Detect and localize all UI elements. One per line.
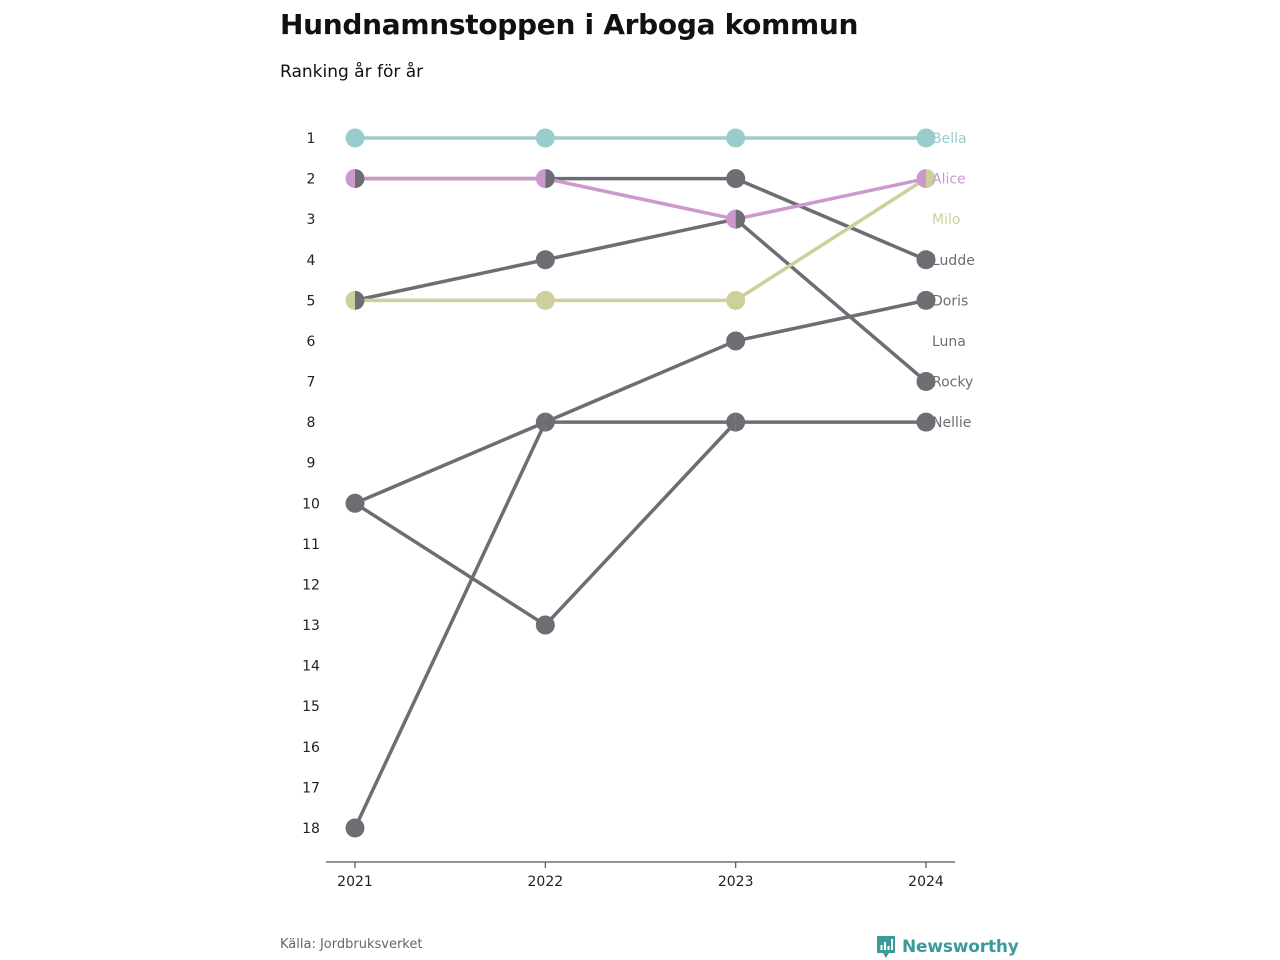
series-line-alice <box>353 176 928 221</box>
y-tick-label-2: 2 <box>307 172 316 188</box>
y-tick-label-1: 1 <box>307 131 316 147</box>
point-ludde-2022 <box>545 169 555 189</box>
series-line-nellie <box>353 420 928 830</box>
point-nellie-2021 <box>345 818 365 838</box>
point-luna-2021 <box>355 493 365 513</box>
point-ludde-2024 <box>916 250 936 270</box>
y-tick-label-8: 8 <box>307 415 316 431</box>
point-ludde-2021 <box>355 169 365 189</box>
point-nellie-2022 <box>545 412 555 432</box>
y-tick-label-10: 10 <box>302 496 320 512</box>
point-luna-2022 <box>535 615 555 635</box>
end-label-luna: Luna <box>932 334 966 350</box>
y-tick-label-15: 15 <box>302 699 320 715</box>
point-luna-2023 <box>726 412 736 432</box>
series-lines <box>353 136 928 830</box>
x-tick-label-2024: 2024 <box>908 874 944 890</box>
point-alice-2024 <box>916 169 926 189</box>
end-label-ludde: Ludde <box>932 253 975 269</box>
chart-title: Hundnamnstoppen i Arboga kommun <box>280 8 859 41</box>
y-tick-label-16: 16 <box>302 740 320 756</box>
end-label-rocky: Rocky <box>932 375 973 391</box>
point-milo-2022 <box>535 290 555 310</box>
point-alice-2023 <box>726 209 736 229</box>
point-bella-2022 <box>535 128 555 148</box>
point-doris-2021 <box>345 493 355 513</box>
series-points <box>345 128 936 838</box>
series-line-milo <box>353 176 928 303</box>
y-tick-label-7: 7 <box>307 375 316 391</box>
chart-subtitle: Ranking år för år <box>280 62 424 82</box>
end-label-bella: Bella <box>932 131 967 147</box>
point-nellie-2023 <box>735 412 746 432</box>
x-tick-label-2023: 2023 <box>718 874 754 890</box>
point-milo-2023 <box>726 290 746 310</box>
series-line-luna <box>353 420 738 627</box>
end-label-doris: Doris <box>932 293 968 309</box>
y-tick-label-4: 4 <box>307 253 316 269</box>
point-doris-2022 <box>535 412 546 432</box>
point-nellie-2024 <box>916 412 936 432</box>
point-milo-2021 <box>345 290 355 310</box>
x-tick-label-2022: 2022 <box>528 874 564 890</box>
source-note: Källa: Jordbruksverket <box>280 937 423 952</box>
y-tick-label-6: 6 <box>307 334 316 350</box>
point-ludde-2023 <box>726 169 746 189</box>
brand-name: Newsworthy <box>902 937 1019 957</box>
series-line-doris <box>353 298 928 506</box>
end-label-milo: Milo <box>932 212 960 228</box>
point-doris-2023 <box>726 331 746 351</box>
series-line-ludde <box>353 176 928 262</box>
point-rocky-2023 <box>735 209 746 229</box>
y-tick-label-17: 17 <box>302 780 320 796</box>
y-tick-label-18: 18 <box>302 821 320 837</box>
point-rocky-2021 <box>355 290 365 310</box>
x-tick-label-2021: 2021 <box>337 874 373 890</box>
y-tick-label-3: 3 <box>307 212 316 228</box>
point-alice-2022 <box>535 169 546 189</box>
y-tick-label-14: 14 <box>302 659 320 675</box>
point-bella-2021 <box>345 128 365 148</box>
newsworthy-logo-icon <box>877 936 895 958</box>
point-bella-2023 <box>726 128 746 148</box>
series-line-rocky <box>353 217 928 384</box>
point-milo-2024 <box>926 169 936 189</box>
point-doris-2024 <box>916 290 936 310</box>
point-bella-2024 <box>916 128 936 148</box>
y-tick-label-5: 5 <box>307 293 316 309</box>
end-labels: Bella Alice Milo Ludde Doris Luna Rocky Nellie <box>932 131 975 431</box>
point-rocky-2022 <box>535 250 555 270</box>
end-label-alice: Alice <box>932 172 966 188</box>
x-axis: 2021 2022 2023 2024 <box>326 861 955 890</box>
brand-logo[interactable]: Newsworthy <box>876 934 1019 960</box>
y-tick-label-9: 9 <box>307 456 316 472</box>
y-tick-label-11: 11 <box>302 537 320 553</box>
point-alice-2021 <box>345 169 355 189</box>
end-label-nellie: Nellie <box>932 415 971 431</box>
y-tick-label-12: 12 <box>302 577 320 593</box>
point-rocky-2024 <box>916 372 936 392</box>
y-tick-label-13: 13 <box>302 618 320 634</box>
